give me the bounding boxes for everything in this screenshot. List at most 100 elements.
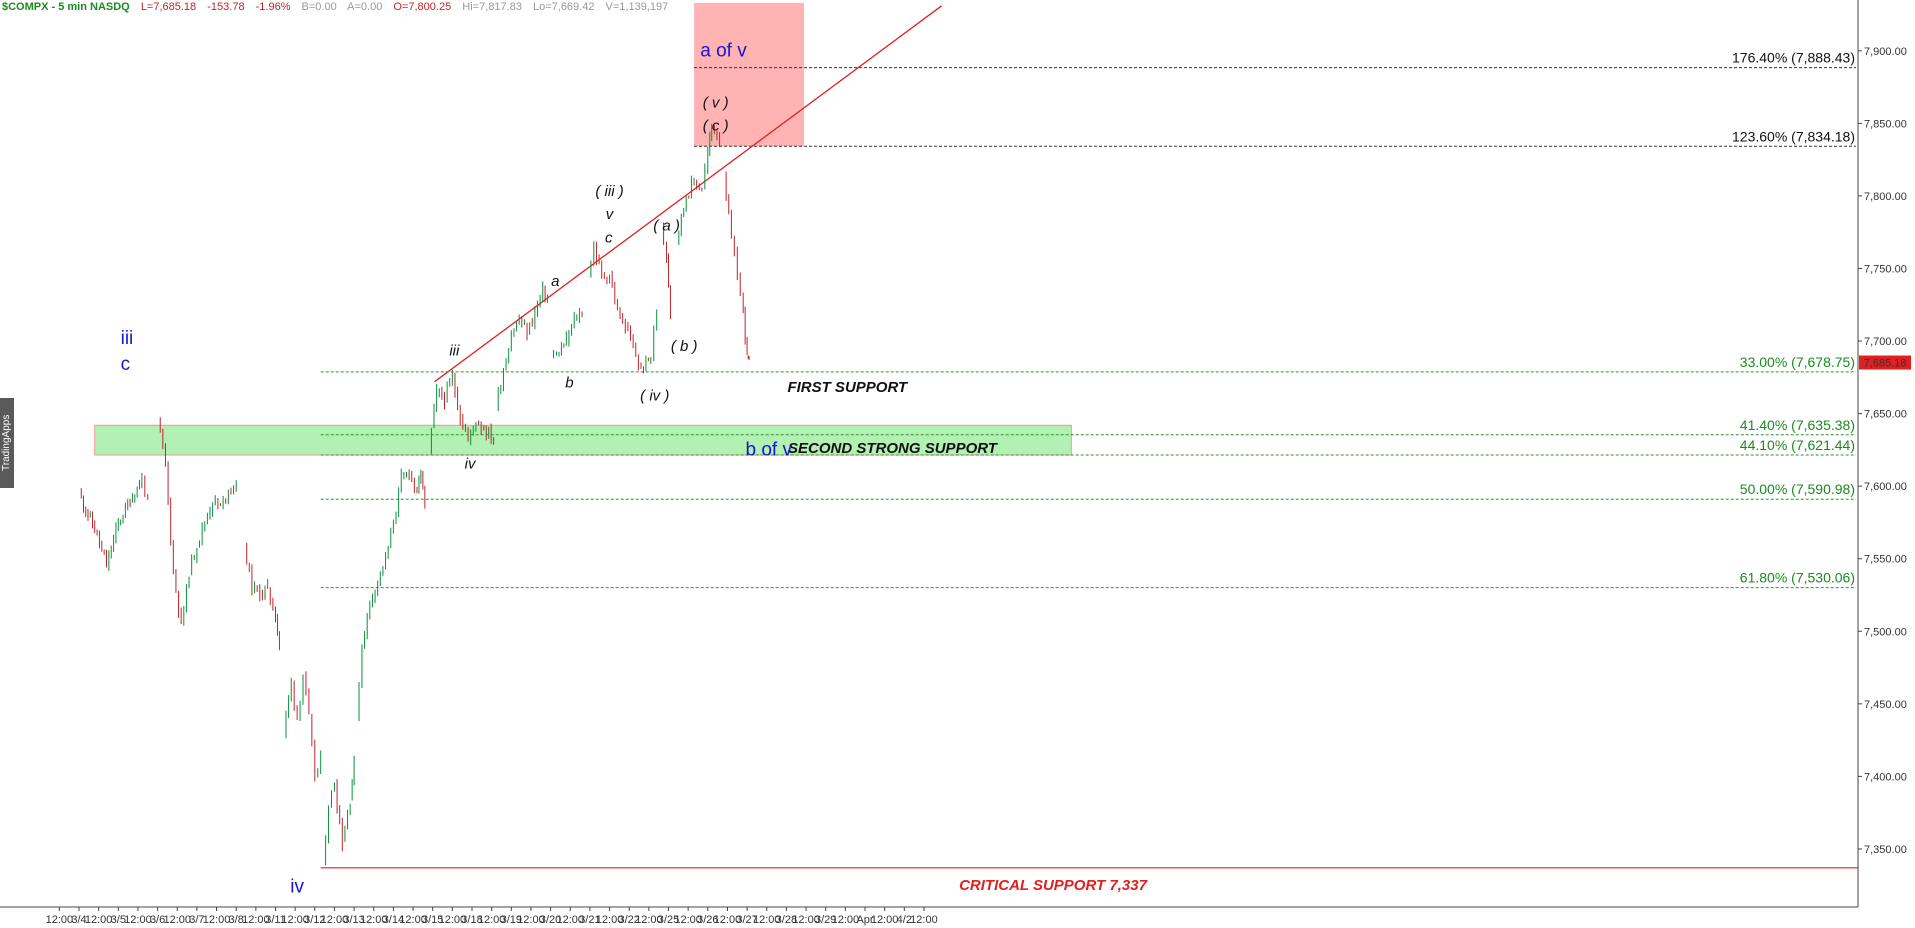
x-tick-label: 12:00 (753, 914, 781, 926)
x-tick-label: 3/25 (658, 914, 679, 926)
x-tick-label: 3/26 (697, 914, 718, 926)
y-tick-label: 7,900.00 (1864, 46, 1907, 58)
wave-label: b (565, 374, 573, 391)
last-price-badge-label: 7,685.18 (1864, 358, 1907, 370)
x-tick-label: 12:00 (46, 914, 74, 926)
x-tick-label: 12:00 (871, 914, 899, 926)
fib-level-label: 44.10% (7,621.44) (1740, 437, 1855, 453)
x-tick-label: 4/2 (897, 914, 912, 926)
x-tick-label: 12:00 (478, 914, 506, 926)
y-tick-label: 7,650.00 (1864, 409, 1907, 421)
wave-label: v (606, 206, 615, 223)
y-tick-label: 7,800.00 (1864, 191, 1907, 203)
last-price: L=7,685.18 (141, 1, 196, 13)
x-tick-label: 3/7 (189, 914, 204, 926)
x-tick-label: Apr (856, 914, 873, 926)
wave-label: c (605, 229, 613, 246)
x-tick-label: 3/22 (618, 914, 639, 926)
x-tick-label: 3/19 (501, 914, 522, 926)
ask: A=0.00 (347, 1, 382, 13)
x-tick-label: 3/29 (815, 914, 836, 926)
wave-label: iv (290, 876, 304, 897)
wave-label: a of v (700, 41, 747, 62)
last-price-badge (1859, 355, 1911, 370)
x-tick-label: 3/4 (71, 914, 86, 926)
open-price: O=7,800.25 (393, 1, 451, 13)
fib-level-label: 33.00% (7,678.75) (1740, 354, 1855, 370)
symbol-label: $COMPX - 5 min NASDQ (2, 1, 130, 13)
wave-label: iii (449, 343, 460, 360)
low-price: Lo=7,669.42 (533, 1, 594, 13)
quote-header: $COMPX - 5 min NASDQ L=7,685.18 -153.78 … (2, 1, 668, 13)
y-tick-label: 7,550.00 (1864, 554, 1907, 566)
wave-label: ( v ) (703, 94, 729, 111)
x-tick-label: 12:00 (832, 914, 860, 926)
x-tick-label: 12:00 (85, 914, 113, 926)
x-tick-label: 12:00 (910, 914, 938, 926)
x-tick-label: 3/11 (265, 914, 286, 926)
x-tick-label: 3/13 (343, 914, 364, 926)
bid: B=0.00 (302, 1, 337, 13)
zone-label: SECOND STRONG SUPPORT (788, 440, 999, 457)
x-tick-label: 3/14 (383, 914, 404, 926)
critical-support-label: CRITICAL SUPPORT 7,337 (959, 877, 1147, 894)
wave-label: a (551, 273, 559, 290)
wave-label: c (121, 354, 131, 375)
x-tick-label: 3/6 (150, 914, 165, 926)
zone-label: FIRST SUPPORT (787, 379, 909, 396)
y-tick-label: 7,350.00 (1864, 844, 1907, 856)
x-tick-label: 12:00 (596, 914, 624, 926)
x-tick-label: 12:00 (792, 914, 820, 926)
x-tick-label: 12:00 (556, 914, 584, 926)
volume: V=1,139,197 (606, 1, 669, 13)
svg-text:$COMPX - 5 min NASDQ L=: $COMPX - 5 min NASDQ L=7,685.18 -153.78 … (2, 1, 668, 13)
y-tick-label: 7,500.00 (1864, 626, 1907, 638)
x-tick-label: 12:00 (203, 914, 231, 926)
x-tick-label: 12:00 (321, 914, 349, 926)
price-change: -153.78 (207, 1, 244, 13)
x-tick-label: 3/27 (736, 914, 757, 926)
high-price: Hi=7,817.83 (462, 1, 522, 13)
x-tick-label: 12:00 (439, 914, 467, 926)
fib-level-label: 123.60% (7,834.18) (1732, 128, 1855, 144)
wave-label: ( c ) (703, 118, 729, 135)
wave-label: iv (465, 456, 477, 473)
x-tick-label: 12:00 (242, 914, 270, 926)
wave-label: ( iv ) (640, 388, 669, 405)
x-tick-label: 12:00 (163, 914, 191, 926)
y-tick-label: 7,400.00 (1864, 771, 1907, 783)
wedge-trendline (434, 5, 943, 383)
target-zone-box (694, 2, 805, 147)
fib-level-label: 41.40% (7,635.38) (1740, 417, 1855, 433)
x-tick-label: 3/12 (304, 914, 325, 926)
wave-label: b of v (745, 440, 792, 461)
y-tick-label: 7,600.00 (1864, 481, 1907, 493)
x-tick-label: 3/8 (229, 914, 244, 926)
fib-level-label: 50.00% (7,590.98) (1740, 481, 1855, 497)
y-tick-label: 7,850.00 (1864, 118, 1907, 130)
watermark-tab: TradingApps (0, 398, 14, 488)
x-tick-label: 12:00 (399, 914, 427, 926)
price-change-pct: -1.96% (256, 1, 291, 13)
fib-level-label: 176.40% (7,888.43) (1732, 50, 1855, 66)
y-tick-label: 7,700.00 (1864, 336, 1907, 348)
wave-label: ( iii ) (595, 183, 623, 200)
x-tick-label: 3/15 (422, 914, 443, 926)
x-tick-label: 3/18 (461, 914, 482, 926)
x-tick-label: 12:00 (635, 914, 663, 926)
wave-label: ( b ) (671, 338, 698, 355)
wave-label: ( a ) (653, 218, 680, 235)
x-tick-label: 3/28 (776, 914, 797, 926)
x-tick-label: 3/21 (579, 914, 600, 926)
x-tick-label: 12:00 (517, 914, 545, 926)
wave-label: iii (121, 328, 134, 349)
x-tick-label: 3/20 (540, 914, 561, 926)
x-tick-label: 12:00 (674, 914, 702, 926)
x-tick-label: 12:00 (281, 914, 309, 926)
x-tick-label: 12:00 (124, 914, 152, 926)
x-tick-label: 3/5 (111, 914, 126, 926)
support-band (94, 424, 1072, 456)
fib-level-label: 61.80% (7,530.06) (1740, 570, 1855, 586)
x-tick-label: 12:00 (360, 914, 388, 926)
